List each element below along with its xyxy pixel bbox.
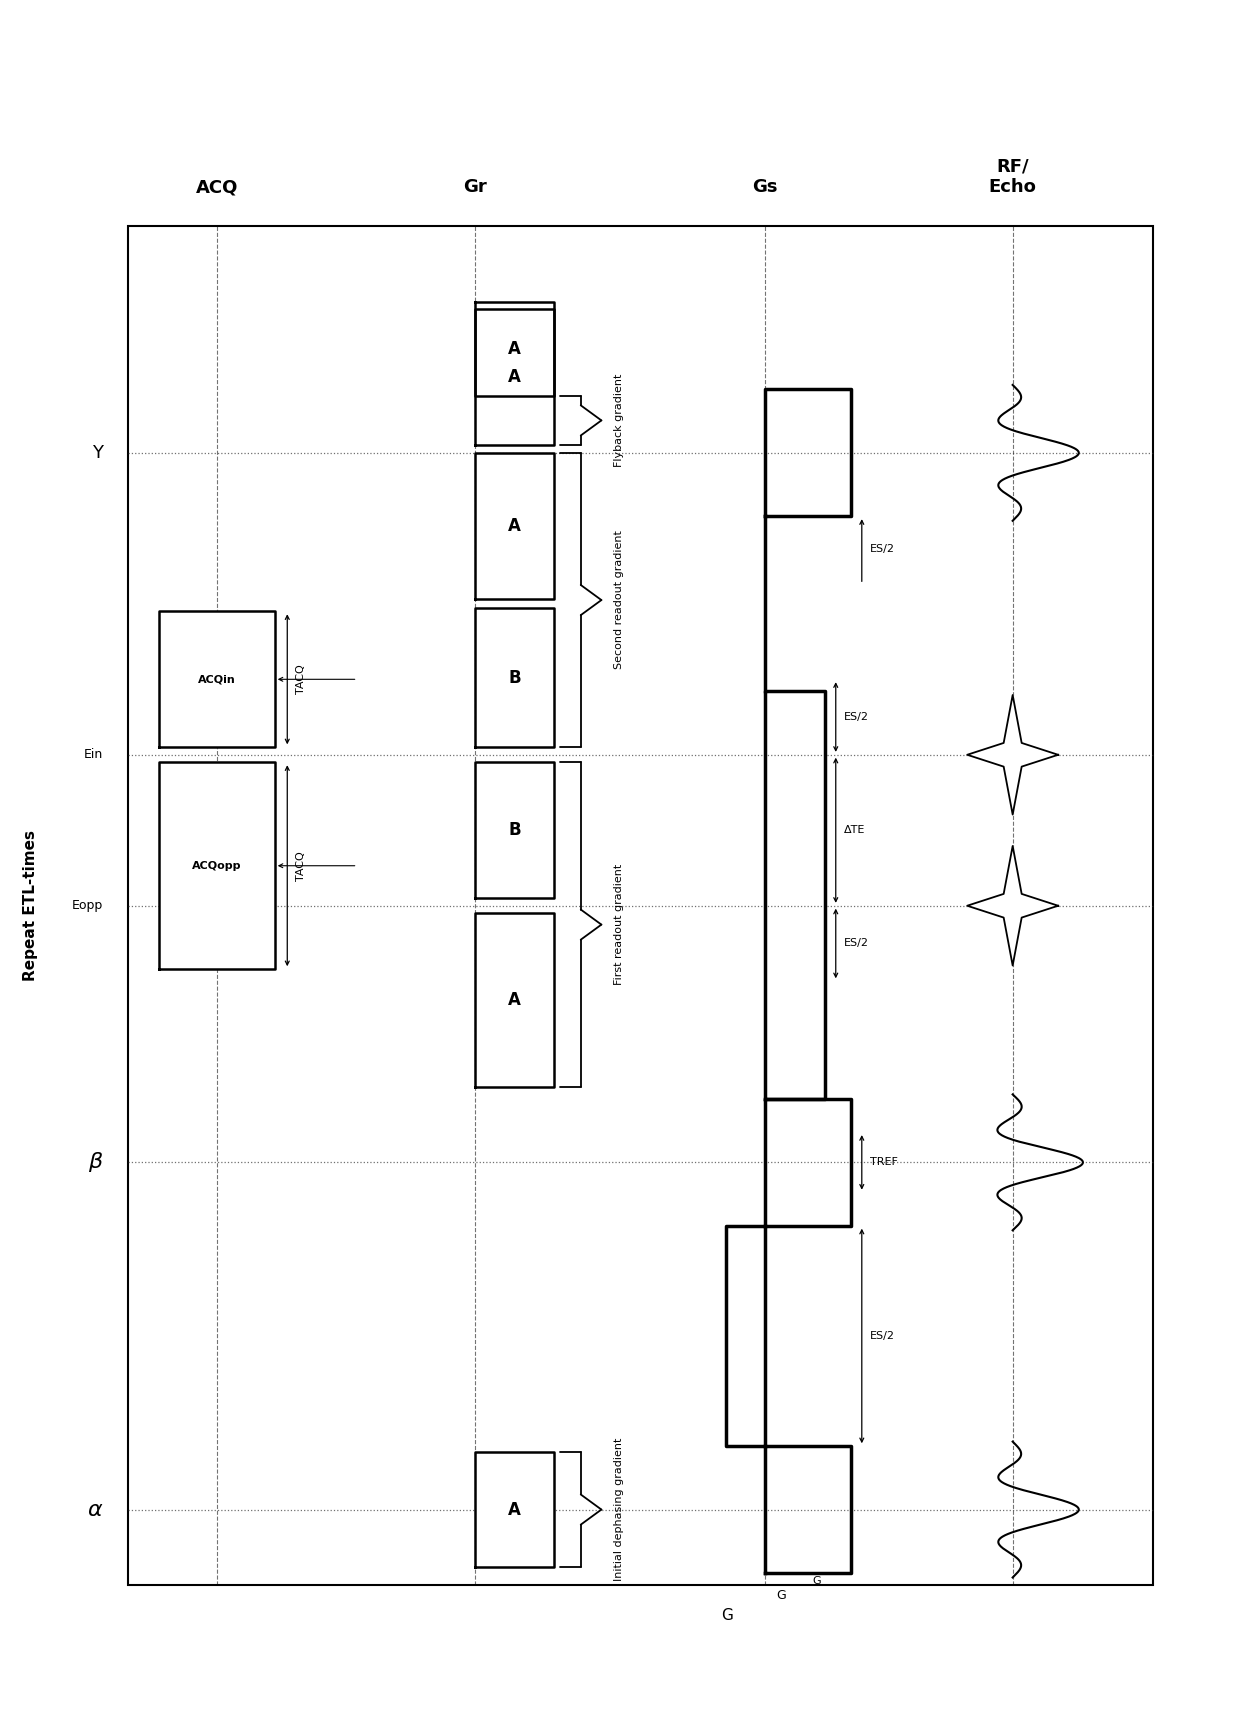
Polygon shape: [475, 453, 554, 599]
Text: Gs: Gs: [751, 179, 777, 196]
Text: ACQ: ACQ: [196, 179, 238, 196]
Text: Ein: Ein: [84, 748, 103, 762]
Polygon shape: [475, 1453, 554, 1568]
Text: Repeat ETL-times: Repeat ETL-times: [24, 830, 38, 981]
Text: TACQ: TACQ: [295, 665, 305, 694]
Text: RF/
Echo: RF/ Echo: [988, 158, 1037, 196]
Text: TREF: TREF: [870, 1158, 898, 1167]
Text: ACQopp: ACQopp: [192, 861, 242, 871]
Text: B: B: [508, 821, 521, 838]
Text: Y: Y: [92, 444, 103, 462]
Polygon shape: [475, 608, 554, 746]
Text: ES/2: ES/2: [844, 712, 869, 722]
Polygon shape: [475, 309, 554, 446]
Text: Initial dephasing gradient: Initial dephasing gradient: [614, 1437, 624, 1581]
Text: TACQ: TACQ: [295, 851, 305, 880]
Text: Second readout gradient: Second readout gradient: [614, 531, 624, 670]
Polygon shape: [967, 845, 1058, 965]
Text: ES/2: ES/2: [870, 1332, 895, 1340]
Text: Flyback gradient: Flyback gradient: [614, 373, 624, 467]
Polygon shape: [475, 762, 554, 898]
Text: ΔTE: ΔTE: [844, 825, 866, 835]
Polygon shape: [475, 913, 554, 1087]
Text: ES/2: ES/2: [870, 545, 895, 554]
Text: A: A: [508, 340, 521, 358]
Text: G: G: [722, 1608, 733, 1623]
Text: B: B: [508, 668, 521, 687]
Text: A: A: [508, 517, 521, 535]
Text: Eopp: Eopp: [72, 899, 103, 911]
Text: G: G: [776, 1588, 786, 1602]
Text: ACQin: ACQin: [198, 674, 236, 684]
Text: $\alpha$: $\alpha$: [87, 1500, 103, 1519]
Text: A: A: [508, 991, 521, 1009]
Text: ES/2: ES/2: [844, 939, 869, 948]
Text: A: A: [508, 368, 521, 387]
Text: $\beta$: $\beta$: [88, 1151, 103, 1174]
Polygon shape: [475, 302, 554, 396]
Text: G: G: [812, 1576, 821, 1585]
Polygon shape: [159, 762, 275, 969]
Text: First readout gradient: First readout gradient: [614, 865, 624, 986]
Text: Gr: Gr: [464, 179, 487, 196]
Polygon shape: [159, 611, 275, 746]
Text: A: A: [508, 1500, 521, 1519]
Polygon shape: [967, 694, 1058, 814]
Bar: [128, 226, 1153, 1585]
